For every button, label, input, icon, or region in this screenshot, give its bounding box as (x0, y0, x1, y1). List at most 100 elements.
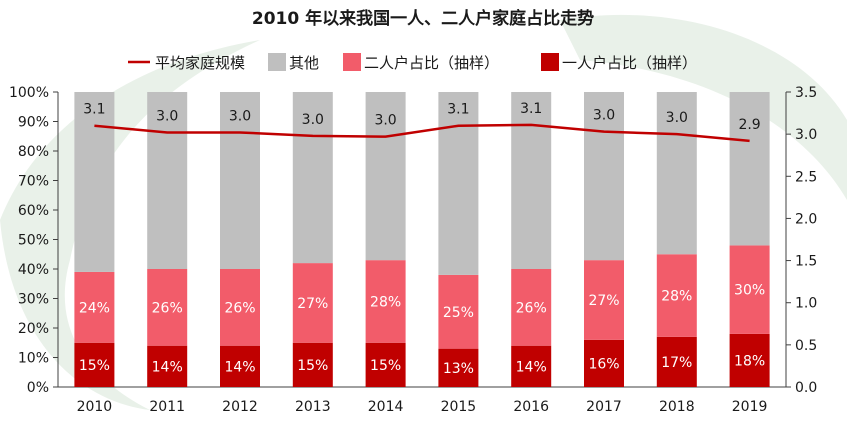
line-data-label: 3.1 (83, 102, 105, 118)
y-right-tick-label: 2.5 (795, 169, 817, 185)
bar-two-person (147, 269, 188, 346)
y-left-tick-label: 30% (18, 292, 49, 308)
bar-label-one-person: 15% (370, 358, 401, 374)
bar-label-two-person: 27% (588, 293, 619, 309)
y-left-tick-label: 10% (18, 351, 49, 367)
bar-one-person (511, 345, 552, 387)
bar-one-person (74, 342, 115, 387)
line-data-label: 3.1 (447, 102, 469, 118)
bar-one-person (147, 345, 188, 387)
bar-other (656, 92, 697, 255)
line-data-label: 2.9 (738, 117, 760, 133)
bar-other (584, 92, 624, 261)
bar-label-one-person: 16% (588, 356, 619, 372)
bar-one-person (365, 342, 406, 387)
x-tick-label: 2015 (441, 399, 477, 415)
y-left-tick-label: 60% (18, 203, 49, 219)
chart-title: 2010 年以来我国一人、二人户家庭占比走势 (252, 8, 594, 29)
legend: 平均家庭规模 其他 二人户占比（抽样） 一人户占比（抽样） (128, 53, 697, 72)
bar-two-person (584, 260, 624, 340)
bar-other (74, 92, 115, 272)
x-tick-label: 2014 (368, 399, 404, 415)
line-data-label: 3.0 (593, 108, 615, 124)
bar-label-one-person: 14% (224, 359, 255, 375)
bar-two-person (511, 269, 552, 346)
line-series: 3.1 3.0 3.0 3.0 3.0 3.1 3.1 3.0 3.0 2.9 (83, 101, 761, 143)
line-data-label: 3.0 (666, 110, 688, 126)
y-right-tick-label: 1.0 (795, 296, 817, 312)
bar-label-two-person: 28% (661, 289, 692, 305)
bar-two-person (438, 274, 479, 349)
y-right-tick-label: 3.0 (795, 127, 817, 143)
bar-one-person (729, 333, 770, 387)
y-right-tick-label: 2.0 (795, 211, 817, 227)
bar-label-one-person: 15% (297, 358, 328, 374)
bar-label-two-person: 24% (79, 300, 110, 316)
bar-label-two-person: 26% (152, 300, 183, 316)
bar-label-two-person: 28% (370, 294, 401, 310)
bar-one-person (438, 348, 479, 387)
legend-swatch-other (268, 53, 286, 71)
background-watermark (0, 14, 847, 410)
bar-one-person (292, 342, 333, 387)
line-data-label: 3.0 (374, 113, 396, 129)
y-right-tick-label: 0.0 (795, 380, 817, 396)
bar-other (220, 92, 260, 269)
watermark-swoosh-left (0, 40, 260, 410)
y-left-tick-label: 50% (18, 233, 49, 249)
bar-label-two-person: 26% (224, 300, 255, 316)
x-tick-label: 2018 (659, 399, 695, 415)
y-left-tick-label: 40% (18, 262, 49, 278)
y-right-tick-label: 0.5 (795, 338, 817, 354)
watermark-swoosh-right (560, 14, 847, 200)
x-tick-label: 2017 (586, 399, 622, 415)
y-left-tick-label: 20% (18, 321, 49, 337)
bar-one-person (656, 336, 697, 387)
y-left-tick-label: 80% (18, 144, 49, 160)
bar-other (147, 92, 188, 269)
bar-label-two-person: 27% (297, 296, 328, 312)
bar-label-one-person: 15% (79, 358, 110, 374)
x-tick-label: 2012 (222, 399, 258, 415)
legend-swatch-one-person (541, 53, 559, 71)
bar-two-person (292, 263, 333, 343)
line-data-label: 3.1 (520, 101, 542, 117)
legend-label: 其他 (289, 54, 319, 72)
x-tick-label: 2011 (149, 399, 185, 415)
legend-label: 二人户占比（抽样） (364, 54, 499, 72)
bar-other (365, 92, 406, 261)
y-left-tick-label: 90% (18, 115, 49, 131)
bar-other (292, 92, 333, 264)
bar-other (438, 92, 479, 275)
bar-other (511, 92, 552, 269)
x-tick-label: 2013 (295, 399, 331, 415)
line-data-label: 3.0 (302, 112, 324, 128)
bar-one-person (220, 345, 260, 387)
bar-other (729, 92, 770, 246)
bar-label-one-person: 14% (516, 359, 547, 375)
x-tick-label: 2019 (732, 399, 768, 415)
line-data-label: 3.0 (156, 108, 178, 124)
bar-label-two-person: 26% (516, 300, 547, 316)
bar-label-one-person: 14% (152, 359, 183, 375)
x-tick-label: 2010 (77, 399, 113, 415)
bar-two-person (656, 254, 697, 337)
line-average-household-size (94, 123, 750, 143)
bar-label-two-person: 25% (443, 305, 474, 321)
bar-two-person (220, 269, 260, 346)
line-data-label: 3.0 (229, 108, 251, 124)
y-left-tick-label: 0% (27, 380, 49, 396)
y-left-tick-label: 70% (18, 174, 49, 190)
y-right-tick-label: 1.5 (795, 254, 817, 270)
bar-label-two-person: 30% (734, 283, 765, 299)
legend-label: 一人户占比（抽样） (562, 54, 697, 72)
bar-label-one-person: 17% (661, 355, 692, 371)
bar-series: 15% 24% 14% 26% 14% 26% 15% 27% 15% 28% 13% 25% 14% 2… (74, 92, 770, 387)
bar-one-person (584, 339, 624, 387)
legend-label: 平均家庭规模 (155, 54, 245, 72)
bar-label-one-person: 18% (734, 353, 765, 369)
legend-swatch-two-person (343, 53, 361, 71)
y-left-tick-label: 100% (9, 85, 49, 101)
